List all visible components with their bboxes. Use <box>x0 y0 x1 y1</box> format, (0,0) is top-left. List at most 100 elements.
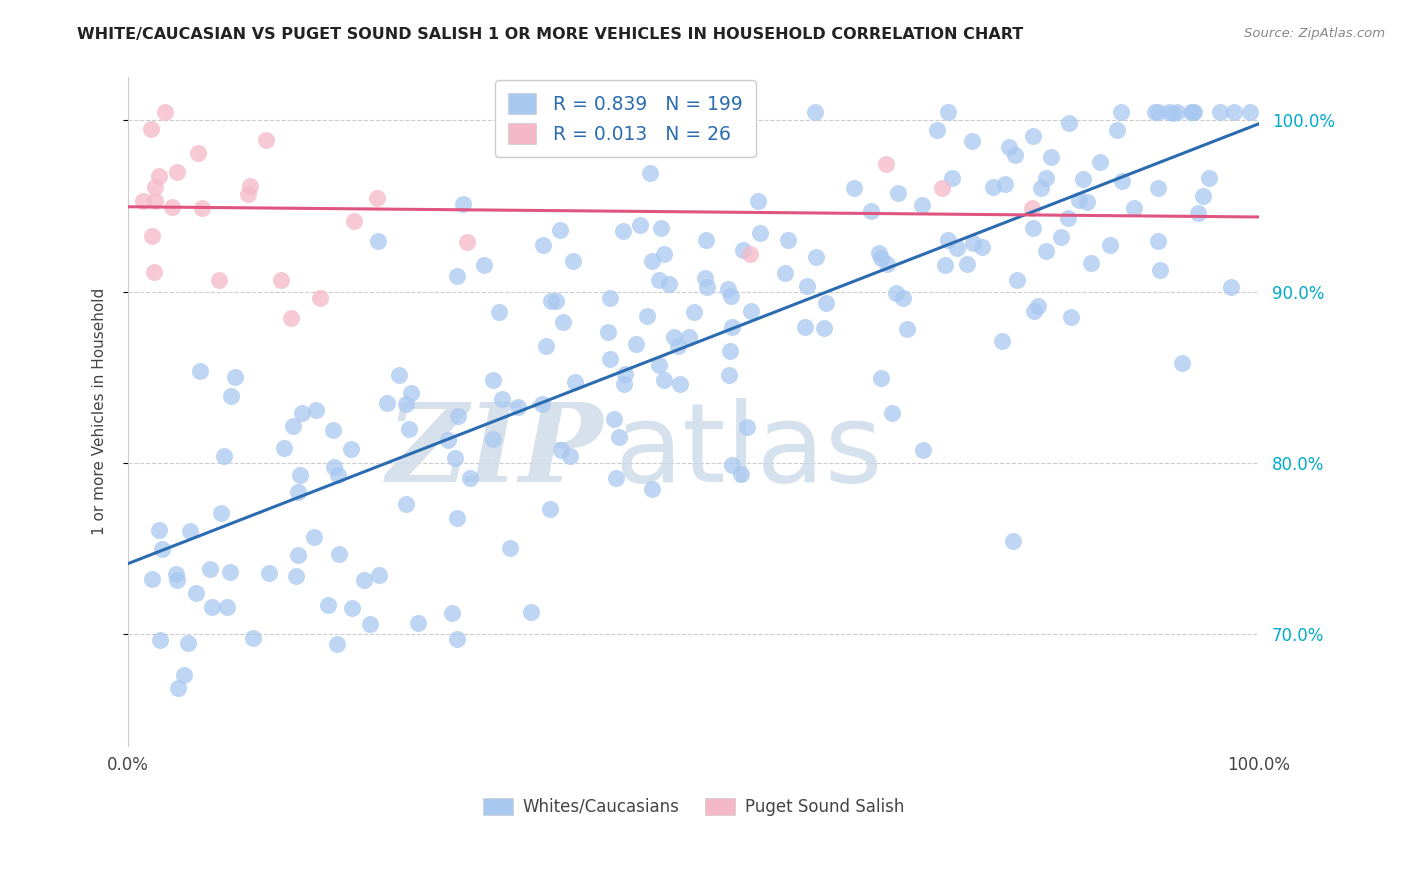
Point <box>875 157 897 171</box>
Point <box>658 277 681 291</box>
Point <box>309 291 332 305</box>
Point <box>931 181 953 195</box>
Point <box>1022 221 1045 235</box>
Point <box>776 233 799 247</box>
Point <box>179 524 201 538</box>
Point <box>458 471 481 485</box>
Point <box>1122 202 1144 216</box>
Point <box>911 198 934 212</box>
Point <box>343 213 366 227</box>
Text: atlas: atlas <box>614 398 883 505</box>
Point <box>152 542 174 557</box>
Point <box>201 600 224 615</box>
Point <box>217 600 239 615</box>
Point <box>1220 279 1243 293</box>
Point <box>748 226 770 240</box>
Point <box>488 305 510 319</box>
Point <box>143 180 166 194</box>
Point <box>288 468 311 483</box>
Point <box>395 397 418 411</box>
Point <box>891 291 914 305</box>
Point <box>1161 106 1184 120</box>
Point <box>1021 201 1043 215</box>
Point <box>1209 104 1232 119</box>
Point <box>340 600 363 615</box>
Point <box>291 406 314 420</box>
Point <box>1088 155 1111 169</box>
Point <box>1181 104 1204 119</box>
Point <box>166 566 188 581</box>
Point <box>991 334 1014 348</box>
Point <box>440 607 463 621</box>
Point <box>678 330 700 344</box>
Point <box>375 396 398 410</box>
Point <box>721 458 744 472</box>
Point <box>148 523 170 537</box>
Point <box>613 368 636 382</box>
Point <box>936 234 959 248</box>
Point <box>1166 104 1188 119</box>
Point <box>322 423 344 437</box>
Point <box>804 104 827 119</box>
Point <box>366 190 388 204</box>
Point <box>177 636 200 650</box>
Point <box>446 269 468 284</box>
Point <box>499 541 522 555</box>
Point <box>451 197 474 211</box>
Point <box>662 330 685 344</box>
Point <box>869 251 891 265</box>
Point <box>190 364 212 378</box>
Point <box>239 179 262 194</box>
Point <box>887 186 910 201</box>
Point <box>641 254 664 268</box>
Point <box>607 430 630 444</box>
Point <box>880 406 903 420</box>
Point <box>648 273 671 287</box>
Point <box>198 562 221 576</box>
Point <box>166 164 188 178</box>
Point <box>737 420 759 434</box>
Point <box>1057 211 1080 225</box>
Point <box>720 320 742 334</box>
Point <box>285 568 308 582</box>
Point <box>173 667 195 681</box>
Point <box>530 397 553 411</box>
Point <box>868 246 890 260</box>
Legend: Whites/Caucasians, Puget Sound Salish: Whites/Caucasians, Puget Sound Salish <box>477 791 911 822</box>
Point <box>1147 234 1170 248</box>
Point <box>842 181 865 195</box>
Point <box>184 586 207 600</box>
Point <box>640 165 662 179</box>
Point <box>796 279 818 293</box>
Point <box>946 241 969 255</box>
Point <box>558 450 581 464</box>
Point <box>145 194 167 208</box>
Point <box>481 432 503 446</box>
Point <box>1049 230 1071 244</box>
Point <box>1143 104 1166 119</box>
Point <box>998 140 1021 154</box>
Y-axis label: 1 or more Vehicles in Household: 1 or more Vehicles in Household <box>93 288 107 535</box>
Point <box>668 377 690 392</box>
Point <box>1180 104 1202 119</box>
Point <box>1147 180 1170 194</box>
Point <box>648 358 671 372</box>
Point <box>141 572 163 586</box>
Point <box>652 373 675 387</box>
Point <box>548 223 571 237</box>
Point <box>693 270 716 285</box>
Point <box>540 293 562 308</box>
Point <box>141 229 163 244</box>
Point <box>472 258 495 272</box>
Point <box>628 218 651 232</box>
Point <box>717 282 740 296</box>
Point <box>446 511 468 525</box>
Point <box>718 368 741 383</box>
Point <box>813 321 835 335</box>
Point <box>683 304 706 318</box>
Point <box>212 449 235 463</box>
Point <box>148 169 170 183</box>
Point <box>443 450 465 465</box>
Point <box>941 171 963 186</box>
Point <box>326 468 349 483</box>
